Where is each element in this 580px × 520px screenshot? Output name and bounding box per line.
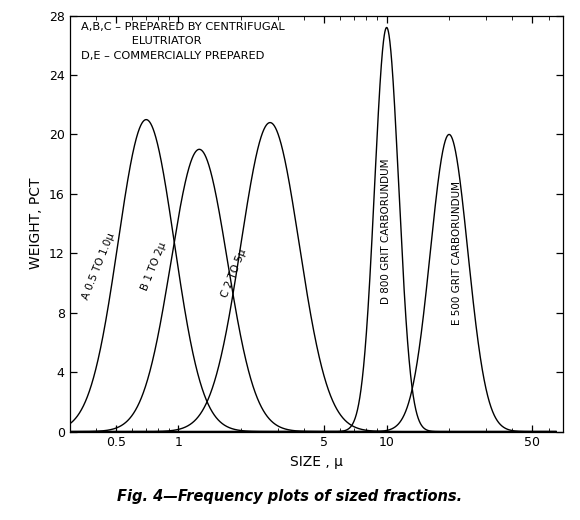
Y-axis label: WEIGHT, PCT: WEIGHT, PCT [30, 178, 44, 269]
Text: D 800 GRIT CARBORUNDUM: D 800 GRIT CARBORUNDUM [381, 158, 391, 304]
X-axis label: SIZE , μ: SIZE , μ [289, 455, 343, 469]
Text: B 1 TO 2μ: B 1 TO 2μ [139, 241, 168, 292]
Text: A,B,C – PREPARED BY CENTRIFUGAL
              ELUTRIATOR
D,E – COMMERCIALLY PREP: A,B,C – PREPARED BY CENTRIFUGAL ELUTRIAT… [81, 21, 285, 61]
Text: A 0.5 TO 1.0μ: A 0.5 TO 1.0μ [81, 231, 117, 301]
Text: C 2 TO 5μ: C 2 TO 5μ [220, 248, 248, 300]
Text: E 500 GRIT CARBORUNDUM: E 500 GRIT CARBORUNDUM [452, 181, 462, 326]
Text: Fig. 4—Frequency plots of sized fractions.: Fig. 4—Frequency plots of sized fraction… [117, 489, 463, 504]
